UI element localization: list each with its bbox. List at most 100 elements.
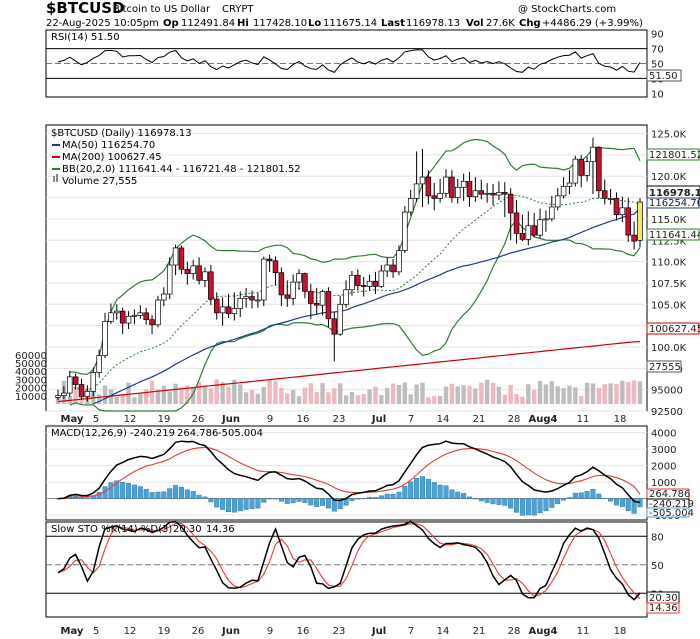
macd-hist-bar xyxy=(408,481,414,499)
candle-body xyxy=(125,315,132,324)
candle-body xyxy=(272,260,279,274)
candle-body xyxy=(237,297,243,309)
rsi-tick-label: 90 xyxy=(651,30,664,41)
candle-body xyxy=(578,158,584,176)
macd-hist-bar xyxy=(96,492,102,499)
volume-bar xyxy=(449,383,455,404)
symbol-exchange: CRYPT xyxy=(222,4,254,15)
macd-hist-bar xyxy=(549,498,555,508)
sto-panel: 805020 Slow STO %K(14) %D(3) 20.30 14.36… xyxy=(45,520,680,618)
macd-hist-bar xyxy=(214,498,220,508)
macd-hist-bar xyxy=(120,481,126,499)
volume-badge: 27555 xyxy=(649,362,681,373)
candle-body xyxy=(407,198,414,213)
candle-body xyxy=(302,273,308,292)
volume-bar xyxy=(402,382,408,404)
candle-body xyxy=(202,271,208,281)
x-axis-label: May xyxy=(61,626,84,637)
candle-body xyxy=(372,280,379,287)
candle-body xyxy=(355,274,361,286)
candle-body xyxy=(102,321,108,356)
candle-body xyxy=(137,312,144,316)
candle-body xyxy=(413,183,420,199)
volume-bar xyxy=(508,384,513,404)
volume-bar xyxy=(55,397,61,404)
candle-body xyxy=(525,225,532,240)
volume-tick-label: 30000 xyxy=(15,375,47,386)
open-label: Op xyxy=(163,18,179,29)
volume-bar xyxy=(385,387,390,404)
candle-body xyxy=(613,198,620,215)
open-value: 112491.84 xyxy=(181,18,235,29)
macd-hist-bar xyxy=(196,494,202,499)
high-value: 117428.10 xyxy=(253,18,307,29)
volume-bar xyxy=(526,384,531,404)
volume-bar xyxy=(249,389,255,404)
macd-line xyxy=(57,440,641,504)
candle-body xyxy=(72,376,79,385)
macd-hist-bar xyxy=(314,498,320,507)
candle-body xyxy=(208,271,214,300)
macd-hist-bar xyxy=(355,498,361,500)
rsi-tick-label: 70 xyxy=(651,45,664,56)
x-axis-label: 28 xyxy=(508,414,521,425)
sto-legend-name: Slow STO %K(14) %D(3) xyxy=(51,524,172,535)
ma200-line xyxy=(57,341,641,403)
x-axis-label: 16 xyxy=(297,414,310,425)
macd-hist-bar xyxy=(449,489,455,499)
candle-body xyxy=(631,234,637,242)
macd-hist-bar xyxy=(419,476,425,499)
volume-bar xyxy=(455,386,460,404)
macd-hist-bar xyxy=(531,498,537,516)
price-tick-label: 110.0K xyxy=(651,258,687,269)
candle-body xyxy=(308,291,314,304)
macd-hist-bar xyxy=(184,489,190,499)
volume-bar xyxy=(426,397,431,404)
volume-bar xyxy=(549,381,555,404)
x-axis-label: May xyxy=(61,414,84,425)
macd-hist-bar xyxy=(220,498,226,510)
macd-hist-bar xyxy=(331,498,337,512)
x-axis-label: 11 xyxy=(577,414,590,425)
volume-bar xyxy=(596,387,602,404)
candle-body xyxy=(166,264,173,295)
macd-hist-bar xyxy=(255,498,261,509)
macd-hist-bar xyxy=(378,495,384,499)
macd-hist-bar xyxy=(131,484,137,499)
candle-body xyxy=(484,192,490,195)
volume-bar xyxy=(373,386,378,404)
x-axis-label: 7 xyxy=(408,626,414,637)
macd-hist-bar xyxy=(631,498,637,514)
x-axis-label: 19 xyxy=(158,626,171,637)
volume-bar xyxy=(432,395,437,404)
candle-body xyxy=(319,291,326,306)
quote-date: 22-Aug-2025 10:05pm xyxy=(46,18,159,29)
rsi-tick-label: 10 xyxy=(651,89,664,100)
macd-hist-bar xyxy=(584,491,590,499)
volume-bar xyxy=(608,383,613,404)
macd-hist-bar xyxy=(320,498,326,506)
chg-value: +4486.29 (+3.99%) xyxy=(542,18,643,29)
price-tick-label: 112.5K xyxy=(651,236,687,247)
macd-tick-label: 2000 xyxy=(651,462,676,473)
macd-hist-bar xyxy=(467,496,473,499)
volume-bar xyxy=(73,387,78,404)
x-axis-label: 9 xyxy=(267,414,273,425)
candle-body xyxy=(455,186,461,198)
candle-body xyxy=(213,298,220,314)
macd-hist-bar xyxy=(431,482,437,499)
sto-legend-d: 14.36 xyxy=(206,524,235,535)
macd-hist-bar xyxy=(208,498,214,503)
candle-body xyxy=(349,274,355,291)
volume-bar xyxy=(114,396,119,404)
x-axis-label: 18 xyxy=(614,626,627,637)
x-axis-label: 23 xyxy=(333,414,346,425)
candle-body xyxy=(537,219,543,236)
volume-bar xyxy=(302,387,308,404)
macd-legend-hist: -505.004 xyxy=(218,428,263,439)
price-tick-label: 92500 xyxy=(651,407,683,418)
sto-tick-label: 80 xyxy=(651,532,664,543)
candle-body xyxy=(290,281,296,299)
macd-hist-bar xyxy=(414,478,420,499)
bb-lower-badge: 111641.44 xyxy=(649,230,700,241)
